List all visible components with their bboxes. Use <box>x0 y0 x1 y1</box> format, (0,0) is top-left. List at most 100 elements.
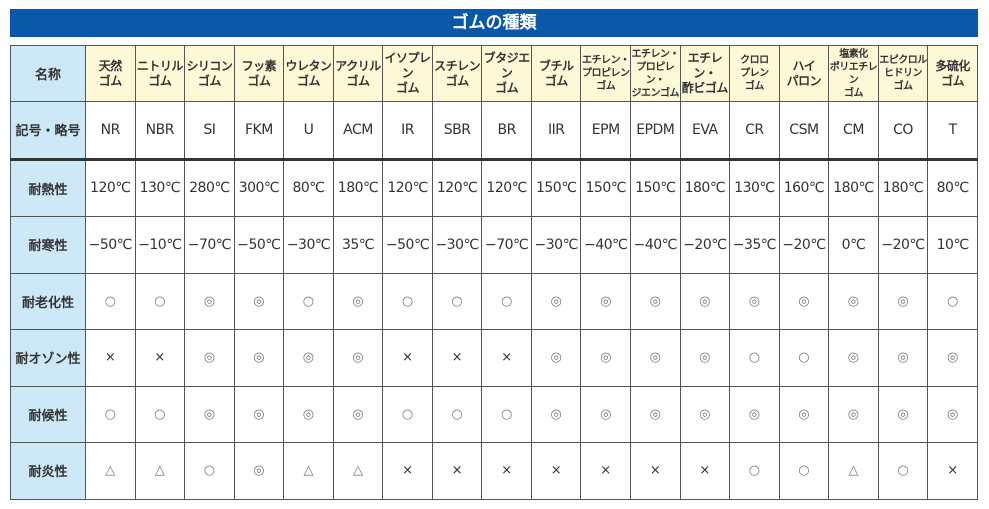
rating-cell: ◎ <box>877 329 929 387</box>
rubber-name-cell: エチレン・ プロピレン ゴム <box>580 45 632 102</box>
rubber-name-cell: ブタジエン ゴム <box>481 45 532 102</box>
rubber-name-cell: スチレン ゴム <box>431 45 483 102</box>
code-cell: IR <box>382 101 433 161</box>
cold-cell: −50℃ <box>85 216 136 274</box>
code-cell: SBR <box>431 101 483 161</box>
ozone-resistance-row: 耐オゾン性 × × ◎ ◎ ◎ ◎ × × × ◎ ◎ ◎ ◎ ○ ○ ◎ ◎ ◎ <box>10 329 978 387</box>
heat-cell: 120℃ <box>85 158 136 217</box>
code-row: 記号・略号 NR NBR SI FKM U ACM IR SBR BR IIR EPM EPDM EVA C… <box>10 101 978 161</box>
rubber-name-cell: シリコン ゴム <box>184 45 235 102</box>
rating-cell: ◎ <box>828 272 879 330</box>
heat-cell: 150℃ <box>530 158 582 217</box>
rating-cell: × <box>431 442 483 500</box>
rubber-name-cell: エチレン・ 酢ビゴム <box>679 45 731 102</box>
cold-cell: −35℃ <box>729 216 780 274</box>
rating-cell: △ <box>85 442 136 500</box>
rating-cell: ◎ <box>630 329 681 387</box>
rating-cell: × <box>580 442 632 500</box>
rating-cell: ◎ <box>679 385 731 443</box>
rating-cell: △ <box>283 442 334 500</box>
rating-cell: × <box>630 442 681 500</box>
row-label: 耐老化性 <box>10 272 86 330</box>
rating-cell: ◎ <box>184 385 235 443</box>
rubber-name-cell: ハイ パロン <box>778 45 830 102</box>
rubber-name-cell: ブチル ゴム <box>530 45 582 102</box>
heat-cell: 180℃ <box>679 158 731 217</box>
rating-cell: ○ <box>283 272 334 330</box>
rating-cell: × <box>481 442 532 500</box>
rating-cell: × <box>431 329 483 387</box>
rating-cell: ○ <box>778 442 830 500</box>
rating-cell: ◎ <box>184 272 235 330</box>
rating-cell: ○ <box>481 385 532 443</box>
row-label: 記号・略号 <box>10 101 86 161</box>
rating-cell: ◎ <box>332 329 384 387</box>
row-label: 耐候性 <box>10 385 86 443</box>
heat-cell: 120℃ <box>481 158 532 217</box>
rating-cell: ◎ <box>530 385 582 443</box>
rating-cell: ◎ <box>877 385 929 443</box>
rating-cell: ◎ <box>332 385 384 443</box>
rating-cell: ◎ <box>233 272 285 330</box>
heat-cell: 180℃ <box>828 158 879 217</box>
rubber-name-cell: アクリル ゴム <box>332 45 384 102</box>
code-cell: BR <box>481 101 532 161</box>
rubber-name-cell: イソプレン ゴム <box>382 45 433 102</box>
rating-cell: × <box>85 329 136 387</box>
rating-cell: ◎ <box>580 385 632 443</box>
rating-cell: ◎ <box>184 329 235 387</box>
rating-cell: △ <box>332 442 384 500</box>
cold-cell: −20℃ <box>877 216 929 274</box>
code-cell: FKM <box>233 101 285 161</box>
rating-cell: ◎ <box>332 272 384 330</box>
rating-cell: ◎ <box>679 272 731 330</box>
rubber-name-cell: 塩素化 ポリエチレン ゴム <box>828 45 879 102</box>
rating-cell: ○ <box>382 272 433 330</box>
cold-cell: −30℃ <box>530 216 582 274</box>
heat-cell: 120℃ <box>431 158 483 217</box>
rating-cell: ○ <box>431 385 483 443</box>
flame-resistance-row: 耐炎性 △ △ ○ ◎ △ △ × × × × × × × ○ ○ △ ○ × <box>10 442 978 500</box>
rubber-name-cell: エピクロル ヒドリン ゴム <box>877 45 929 102</box>
rating-cell: ◎ <box>630 385 681 443</box>
code-cell: CO <box>877 101 929 161</box>
code-cell: EPM <box>580 101 632 161</box>
rating-cell: ○ <box>85 385 136 443</box>
rating-cell: ○ <box>382 385 433 443</box>
cold-cell: 10℃ <box>927 216 978 274</box>
rubber-types-table: 名称 天然 ゴム ニトリル ゴム シリコン ゴム フッ素 ゴム ウレタン ゴム アクリル ゴ… <box>10 45 978 500</box>
code-cell: EPDM <box>630 101 681 161</box>
rating-cell: ◎ <box>233 385 285 443</box>
heat-cell: 120℃ <box>382 158 433 217</box>
heat-cell: 130℃ <box>134 158 186 217</box>
rating-cell: ○ <box>778 329 830 387</box>
header-row: 名称 天然 ゴム ニトリル ゴム シリコン ゴム フッ素 ゴム ウレタン ゴム アクリル ゴ… <box>10 45 978 102</box>
heat-cell: 130℃ <box>729 158 780 217</box>
rating-cell: ◎ <box>927 385 978 443</box>
rating-cell: × <box>679 442 731 500</box>
rating-cell: △ <box>134 442 186 500</box>
code-cell: U <box>283 101 334 161</box>
rating-cell: ○ <box>134 272 186 330</box>
rubber-name-cell: ニトリル ゴム <box>134 45 186 102</box>
weather-resistance-row: 耐候性 ○ ○ ◎ ◎ ◎ ◎ ○ ○ ○ ◎ ◎ ◎ ◎ ◎ ◎ ◎ ◎ ◎ <box>10 385 978 443</box>
rubber-name-cell: フッ素 ゴム <box>233 45 285 102</box>
rating-cell: ◎ <box>778 272 830 330</box>
heat-cell: 180℃ <box>332 158 384 217</box>
row-label: 名称 <box>10 45 86 102</box>
code-cell: NBR <box>134 101 186 161</box>
rating-cell: ◎ <box>679 329 731 387</box>
rating-cell: ○ <box>431 272 483 330</box>
rating-cell: ◎ <box>828 329 879 387</box>
cold-cell: 0℃ <box>828 216 879 274</box>
rating-cell: ◎ <box>778 385 830 443</box>
heat-cell: 150℃ <box>580 158 632 217</box>
rating-cell: ◎ <box>233 329 285 387</box>
cold-cell: −70℃ <box>184 216 235 274</box>
code-cell: CM <box>828 101 879 161</box>
row-label: 耐炎性 <box>10 442 86 500</box>
row-label: 耐オゾン性 <box>10 329 86 387</box>
cold-cell: −40℃ <box>630 216 681 274</box>
rating-cell: × <box>530 442 582 500</box>
rating-cell: ◎ <box>233 442 285 500</box>
